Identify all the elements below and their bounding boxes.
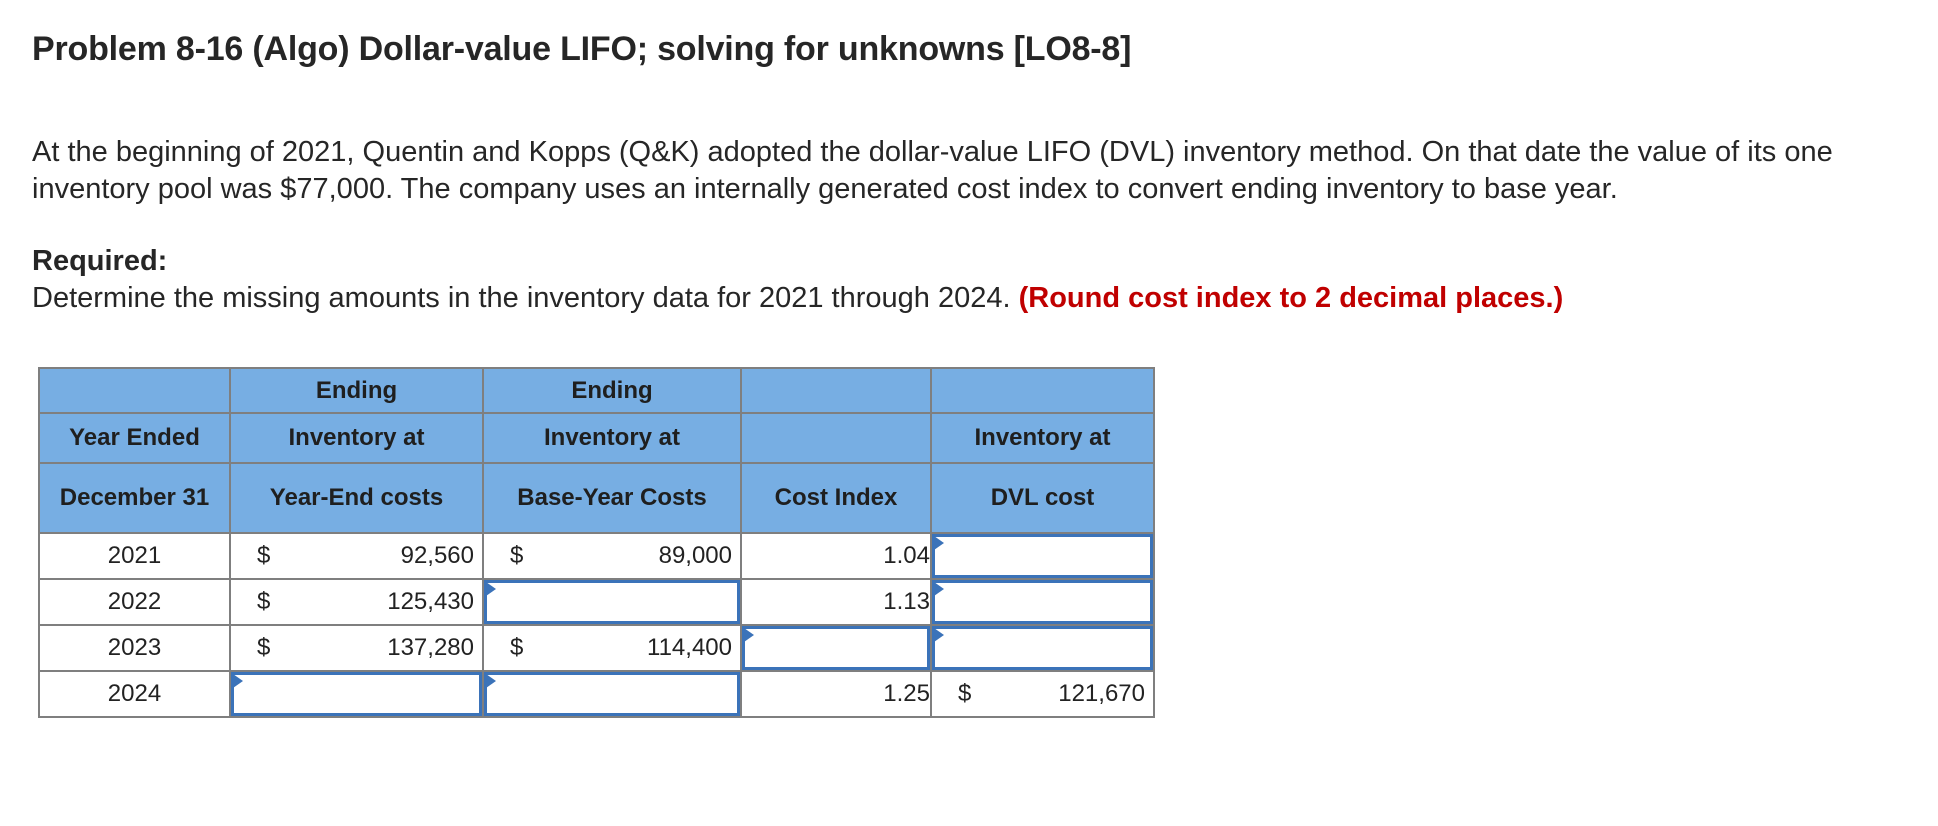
header-cell [740,367,932,414]
dvl-cost-cell: $121,670 [930,670,1155,718]
cost-index-cell: 1.25 [740,670,932,718]
cost-index-cell: 1.04 [740,532,932,580]
input-flag-icon [934,536,944,550]
year-cell: 2023 [38,624,231,672]
header-cell: Ending [482,367,742,414]
base-year-cost-cell [482,578,742,626]
header-cell: Year Ended [38,412,231,464]
currency-symbol: $ [510,634,524,661]
dvl-cost-cell [930,532,1155,580]
currency-symbol: $ [257,634,271,661]
header-cell: DVL cost [930,462,1155,534]
input-flag-icon [744,628,754,642]
base-year-cost-value: 89,000 [658,542,732,569]
base-year-cost-value: 114,400 [647,634,732,661]
input-flag-icon [934,628,944,642]
dvl-cost-cell [930,624,1155,672]
header-row-2: Year Ended Inventory at Inventory at Inv… [38,412,1155,464]
table-row-2024: 2024 1.25 $121,670 [38,670,1155,718]
currency-symbol: $ [958,680,972,707]
currency-symbol: $ [510,542,524,569]
year-end-cost-cell [229,670,484,718]
year-cell: 2022 [38,578,231,626]
base-year-cost-cell: $114,400 [482,624,742,672]
dvl-cost-value: 121,670 [1058,680,1145,707]
dvl-cost-input-2023[interactable] [932,626,1153,670]
base-year-cost-cell: $89,000 [482,532,742,580]
dvl-cost-input-2021[interactable] [932,534,1153,578]
required-label: Required: [32,245,168,277]
header-row-3: December 31 Year-End costs Base-Year Cos… [38,462,1155,534]
header-cell: Year-End costs [229,462,484,534]
instruction-text: Determine the missing amounts in the inv… [32,282,1011,314]
currency-symbol: $ [257,542,271,569]
base-year-cost-cell [482,670,742,718]
input-flag-icon [233,674,243,688]
header-cell [930,367,1155,414]
header-cell: Inventory at [930,412,1155,464]
year-end-cost-value: 125,430 [387,588,474,615]
year-end-cost-cell: $92,560 [229,532,484,580]
header-cell: Inventory at [482,412,742,464]
input-flag-icon [486,582,496,596]
header-cell [740,412,932,464]
input-flag-icon [486,674,496,688]
dvl-cost-cell [930,578,1155,626]
header-cell: Base-Year Costs [482,462,742,534]
year-cell: 2024 [38,670,231,718]
year-end-cost-cell: $125,430 [229,578,484,626]
base-year-cost-input-2024[interactable] [484,672,740,716]
year-end-cost-value: 92,560 [400,542,474,569]
input-flag-icon [934,582,944,596]
header-row-1: Ending Ending [38,367,1155,414]
cost-index-input-2023[interactable] [742,626,930,670]
problem-intro: At the beginning of 2021, Quentin and Ko… [32,136,1833,205]
inventory-table: Ending Ending Year Ended Inventory at In… [38,367,1155,718]
rounding-note: (Round cost index to 2 decimal places.) [1018,282,1564,314]
year-end-cost-value: 137,280 [387,634,474,661]
cost-index-cell: 1.13 [740,578,932,626]
dvl-cost-input-2022[interactable] [932,580,1153,624]
problem-title: Problem 8-16 (Algo) Dollar-value LIFO; s… [32,30,1132,68]
currency-symbol: $ [257,588,271,615]
cost-index-cell [740,624,932,672]
year-end-cost-cell: $137,280 [229,624,484,672]
base-year-cost-input-2022[interactable] [484,580,740,624]
table-row-2021: 2021 $92,560 $89,000 1.04 [38,532,1155,580]
table-row-2023: 2023 $137,280 $114,400 [38,624,1155,672]
header-cell: Cost Index [740,462,932,534]
year-end-cost-input-2024[interactable] [231,672,482,716]
year-cell: 2021 [38,532,231,580]
header-cell [38,367,231,414]
table-row-2022: 2022 $125,430 1.13 [38,578,1155,626]
header-cell: Ending [229,367,484,414]
header-cell: Inventory at [229,412,484,464]
instruction: Determine the missing amounts in the inv… [32,282,1563,315]
header-cell: December 31 [38,462,231,534]
